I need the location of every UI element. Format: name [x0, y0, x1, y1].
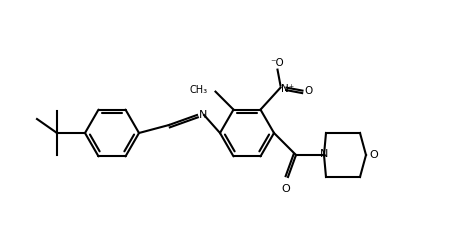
Text: N: N [199, 110, 207, 120]
Text: O: O [369, 150, 378, 160]
Text: O: O [282, 184, 290, 194]
Text: N⁺: N⁺ [282, 84, 295, 94]
Text: N: N [320, 149, 328, 159]
Text: CH₃: CH₃ [189, 85, 207, 95]
Text: O: O [305, 86, 313, 96]
Text: ⁻O: ⁻O [271, 58, 284, 68]
